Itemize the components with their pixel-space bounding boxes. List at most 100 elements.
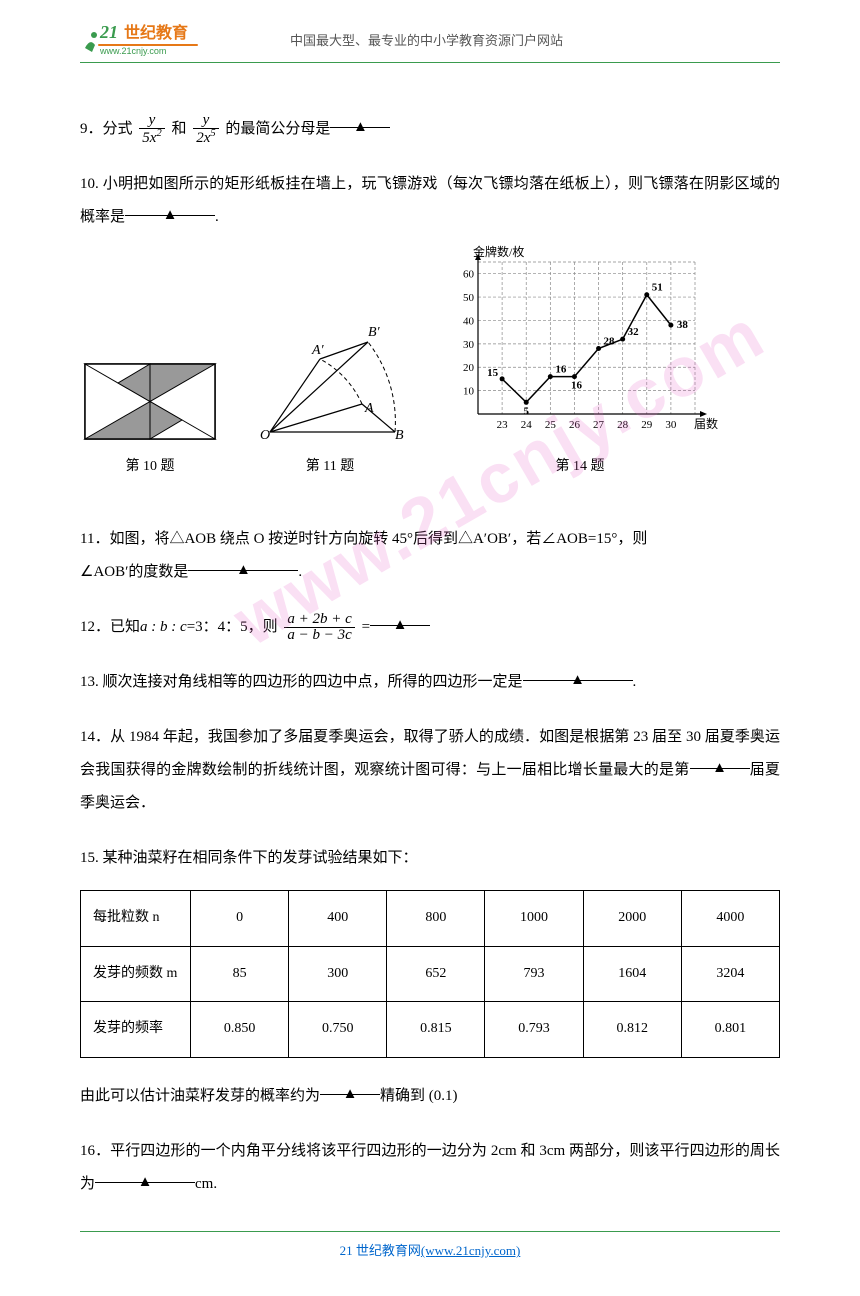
q15-blank: ▲ [320,1080,380,1095]
svg-text:16: 16 [571,380,583,392]
q13-number: 13. [80,674,103,690]
footer-prefix: 21 世纪教育网 [340,1243,421,1258]
q9-post: 的最简公分母是 [225,121,330,137]
q12-mid1: =3：4：5，则 [187,619,282,635]
question-11: 11．如图，将△AOB 绕点 O 按逆时针方向旋转 45°后得到△A′OB′，若… [80,523,780,589]
table-cell: 1604 [583,946,681,1002]
svg-text:40: 40 [463,316,475,328]
svg-text:27: 27 [593,419,605,431]
question-12: 12．已知a : b : c=3：4：5，则 a + 2b + c a − b … [80,611,780,644]
q12-mid2: = [362,619,370,635]
table-row: 每批粒数 n 0 400 800 1000 2000 4000 [81,890,780,946]
table-cell: 发芽的频数 m [81,946,191,1002]
svg-text:www.21cnjy.com: www.21cnjy.com [99,46,166,56]
svg-text:5: 5 [523,405,529,417]
svg-text:30: 30 [463,339,475,351]
question-15: 15. 某种油菜籽在相同条件下的发芽试验结果如下： [80,842,780,875]
q9-fraction-1: y 5x2 [139,113,164,146]
q12-number: 12． [80,619,110,635]
figure-11-svg: O A B A′ B′ [250,314,410,444]
figure-14-chart: 金牌数/枚届数102030405060232425262728293015516… [440,244,720,444]
svg-text:29: 29 [641,419,653,431]
svg-text:60: 60 [463,269,475,281]
q12-pre: 已知 [110,619,140,635]
table-cell: 1000 [485,890,583,946]
q12-blank: ▲ [370,611,430,626]
svg-text:50: 50 [463,292,475,304]
svg-text:B: B [395,428,404,443]
q11-blank: ▲ [188,556,298,571]
svg-text:16: 16 [555,364,567,376]
svg-text:B′: B′ [368,325,381,340]
q9-number: 9． [80,121,103,137]
svg-text:24: 24 [521,419,533,431]
svg-text:26: 26 [569,419,581,431]
site-logo: 21 世纪教育 www.21cnjy.com [80,20,260,62]
q13-text: 顺次连接对角线相等的四边形的四边中点，所得的四边形一定是 [103,674,523,690]
q14-number: 14． [80,729,110,745]
q16-number: 16． [80,1143,110,1159]
q12-ratio: a : b : c [140,619,187,635]
svg-text:38: 38 [677,319,689,331]
q10-number: 10. [80,176,103,192]
table-cell: 2000 [583,890,681,946]
q14-text-a: 从 1984 年起，我国参加了多届夏季奥运会，取得了骄人的成绩．如图是根据第 2… [80,729,780,778]
q11-number: 11． [80,531,109,547]
svg-text:20: 20 [463,362,475,374]
table-cell: 发芽的频率 [81,1002,191,1058]
svg-text:32: 32 [628,326,640,338]
table-cell: 0.850 [191,1002,289,1058]
q16-blank: ▲ [95,1168,195,1183]
svg-text:O: O [260,428,270,443]
svg-text:28: 28 [604,336,616,348]
table-cell: 652 [387,946,485,1002]
q13-blank: ▲ [523,666,633,681]
table-cell: 793 [485,946,583,1002]
svg-text:世纪教育: 世纪教育 [124,23,188,42]
q9-fraction-2: y 2x5 [193,113,218,146]
svg-text:金牌数/枚: 金牌数/枚 [473,244,524,259]
figure-10: 第 10 题 [80,359,220,483]
q15-text-a: 某种油菜籽在相同条件下的发芽试验结果如下： [103,850,418,866]
table-cell: 400 [289,890,387,946]
figure-11: O A B A′ B′ 第 11 题 [250,314,410,483]
table-cell: 300 [289,946,387,1002]
question-15b: 由此可以估计油菜籽发芽的概率约为▲精确到 (0.1) [80,1080,780,1113]
q9-blank: ▲ [330,113,390,128]
table-cell: 85 [191,946,289,1002]
q15-text-b: 由此可以估计油菜籽发芽的概率约为 [80,1088,320,1104]
table-cell: 800 [387,890,485,946]
table-cell: 0.801 [681,1002,779,1058]
q16-text-b: cm. [195,1176,217,1192]
q12-fraction: a + 2b + c a − b − 3c [284,612,354,643]
svg-text:A: A [364,401,374,416]
q11-text-a: 如图，将△AOB 绕点 O 按逆时针方向旋转 45°后得到△A′OB′，若∠AO… [109,531,647,547]
table-cell: 0.750 [289,1002,387,1058]
q10-post: . [215,209,219,225]
q11-post: . [298,564,302,580]
q15-text-c: 精确到 (0.1) [380,1088,458,1104]
page-footer: 21 世纪教育网(www.21cnjy.com) [80,1231,780,1266]
q13-post: . [633,674,637,690]
figure-11-caption: 第 11 题 [250,452,410,483]
svg-text:21: 21 [99,22,118,42]
table-cell: 4000 [681,890,779,946]
page-header: 21 世纪教育 www.21cnjy.com 中国最大型、最专业的中小学教育资源… [80,20,780,62]
svg-text:A′: A′ [311,343,325,358]
footer-link[interactable]: (www.21cnjy.com) [421,1243,520,1258]
svg-text:10: 10 [463,386,475,398]
question-10: 10. 小明把如图所示的矩形纸板挂在墙上，玩飞镖游戏（每次飞镖均落在纸板上），则… [80,168,780,234]
q10-blank: ▲ [125,201,215,216]
svg-text:51: 51 [652,282,663,294]
svg-text:23: 23 [497,419,509,431]
svg-text:25: 25 [545,419,557,431]
figure-10-svg [80,359,220,444]
question-9: 9．分式 y 5x2 和 y 2x5 的最简公分母是▲ [80,113,780,146]
q11-text-b: ∠AOB′的度数是 [80,564,188,580]
figure-10-caption: 第 10 题 [80,452,220,483]
svg-text:届数: 届数 [694,416,718,431]
table-row: 发芽的频率 0.850 0.750 0.815 0.793 0.812 0.80… [81,1002,780,1058]
question-14: 14．从 1984 年起，我国参加了多届夏季奥运会，取得了骄人的成绩．如图是根据… [80,721,780,820]
figure-14: 金牌数/枚届数102030405060232425262728293015516… [440,244,720,483]
q9-mid: 和 [171,121,190,137]
